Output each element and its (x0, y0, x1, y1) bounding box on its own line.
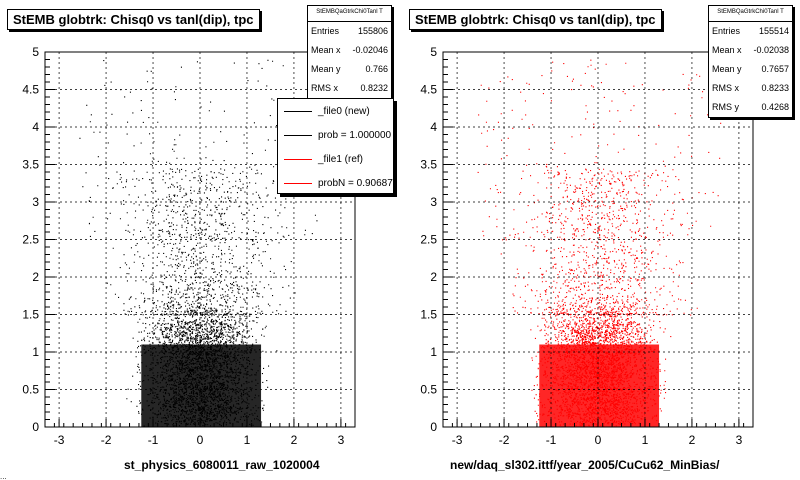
x-tick-label: 0 (595, 433, 602, 447)
y-tick-label: 4.5 (420, 83, 437, 97)
stats-mean-x: Mean x -0.02038 (712, 45, 789, 55)
right-stats-box: StEMBQaGtrkChi0Tanl T Entries 155514 Mean… (708, 5, 793, 118)
x-tick-label: 1 (642, 433, 649, 447)
x-tick-label: 2 (291, 433, 298, 447)
left-scatter-plot: -3 -2 -1 0 1 2 3 0 0.5 1 1.5 2 2.5 3 3.5 4 4.5 5 (22, 45, 356, 447)
y-tick-label: 5 (32, 45, 39, 59)
y-tick-label: 0 (32, 420, 39, 434)
x-tick-label: 3 (338, 433, 345, 447)
legend-swatch (284, 134, 312, 136)
footer-fragment: ... (0, 474, 7, 480)
legend-item: prob = 1.000000 (278, 123, 393, 147)
stats-mean-y: Mean y 0.7657 (712, 64, 789, 74)
y-tick-label: 3 (32, 195, 39, 209)
y-tick-label: 1 (430, 345, 437, 359)
x-tick-label: 3 (736, 433, 743, 447)
y-tick-label: 0.5 (420, 383, 437, 397)
legend-swatch (284, 110, 312, 112)
y-tick-label: 0.5 (22, 383, 39, 397)
x-tick-label: 2 (689, 433, 696, 447)
left-plot-title: StEMB globtrk: Chisq0 vs tanl(dip), tpc (7, 9, 260, 30)
y-tick-label: 3.5 (22, 158, 39, 172)
x-tick-label: -2 (101, 433, 112, 447)
y-tick-label: 1.5 (22, 308, 39, 322)
stats-entries: Entries 155806 (311, 26, 388, 36)
y-tick-label: 4.5 (22, 83, 39, 97)
axis-ticks: -3 -2 -1 0 1 2 3 0 0.5 1 1.5 2 2.5 3 3.5 4 4.5 5 (420, 45, 754, 447)
grid-lines (443, 52, 753, 427)
legend-item: _file0 (new) (278, 99, 393, 123)
stats-mean-x: Mean x -0.02046 (311, 45, 388, 55)
right-plot-panel: -3 -2 -1 0 1 2 3 0 0.5 1 1.5 2 2.5 3 3.5 4 4.5 5 StEMB gl… (400, 0, 800, 480)
x-tick-label: 0 (197, 433, 204, 447)
scatter-dense-core (539, 344, 660, 427)
y-tick-label: 2.5 (420, 233, 437, 247)
y-tick-label: 2 (32, 270, 39, 284)
stats-entries: Entries 155514 (712, 26, 789, 36)
scatter-dense-core (141, 344, 262, 427)
legend-item: _file1 (ref) (278, 147, 393, 171)
stats-name: StEMBQaGtrkChi0Tanl T (709, 6, 792, 22)
stats-rms-y: RMS y 0.4268 (712, 102, 789, 112)
scatter-points (477, 59, 722, 427)
y-tick-label: 2 (430, 270, 437, 284)
y-tick-label: 3 (430, 195, 437, 209)
stats-name: StEMBQaGtrkChi0Tanl T (308, 6, 391, 22)
left-plot-panel: -3 -2 -1 0 1 2 3 0 0.5 1 1.5 2 2.5 3 3.5 4 4.5 5 StEMB gl… (0, 5, 394, 480)
x-tick-label: -1 (546, 433, 557, 447)
x-tick-label: -3 (452, 433, 463, 447)
y-tick-label: 1.5 (420, 308, 437, 322)
y-tick-label: 4 (430, 120, 437, 134)
grid-lines (45, 52, 355, 427)
x-tick-label: -2 (499, 433, 510, 447)
scatter-points (79, 59, 323, 427)
stats-mean-y: Mean y 0.766 (311, 64, 388, 74)
left-legend: _file0 (new) prob = 1.000000 _file1 (ref… (277, 98, 394, 194)
x-tick-label: 1 (244, 433, 251, 447)
x-tick-label: -3 (54, 433, 65, 447)
axis-ticks: -3 -2 -1 0 1 2 3 0 0.5 1 1.5 2 2.5 3 3.5 4 4.5 5 (22, 45, 356, 447)
legend-item: probN = 0.906870 (278, 171, 393, 193)
y-tick-label: 0 (430, 420, 437, 434)
right-scatter-plot: -3 -2 -1 0 1 2 3 0 0.5 1 1.5 2 2.5 3 3.5 4 4.5 5 (420, 45, 754, 447)
left-x-axis-label: st_physics_6080011_raw_1020004 (124, 458, 320, 472)
y-tick-label: 5 (430, 45, 437, 59)
left-stats-box: StEMBQaGtrkChi0Tanl T Entries 155806 Mean… (307, 5, 392, 99)
stats-rms-x: RMS x 0.8233 (712, 83, 789, 93)
legend-swatch (284, 182, 312, 184)
y-tick-label: 4 (32, 120, 39, 134)
legend-swatch (284, 158, 312, 160)
y-tick-label: 2.5 (22, 233, 39, 247)
scatter-markers (79, 59, 323, 427)
x-tick-label: -1 (148, 433, 159, 447)
y-tick-label: 1 (32, 345, 39, 359)
right-x-axis-label: new/daq_sl302.ittf/year_2005/CuCu62_MinB… (450, 458, 720, 472)
stats-rms-x: RMS x 0.8232 (311, 83, 388, 93)
right-plot-title: StEMB globtrk: Chisq0 vs tanl(dip), tpc (409, 9, 662, 30)
y-tick-label: 3.5 (420, 158, 437, 172)
